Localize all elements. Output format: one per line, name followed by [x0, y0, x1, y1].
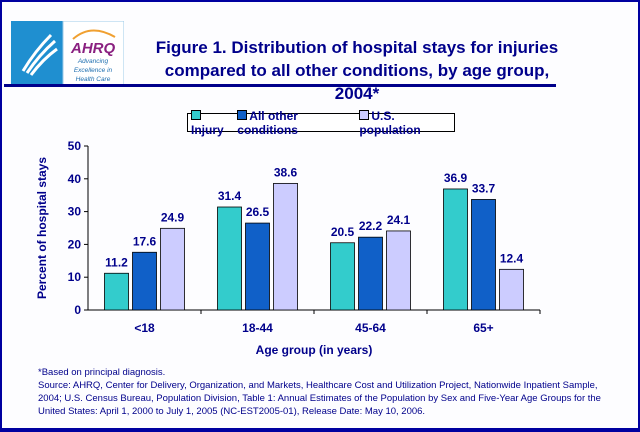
data-label: 12.4 — [500, 251, 524, 265]
data-label: 36.9 — [444, 171, 468, 185]
y-tick-label: 0 — [74, 303, 81, 317]
data-label: 22.2 — [359, 219, 383, 233]
bar-u-s-population — [273, 182, 298, 311]
source-note: Source: AHRQ, Center for Delivery, Organ… — [38, 380, 601, 417]
y-axis-label: Percent of hospital stays — [35, 157, 49, 299]
chart-title: Figure 1. Distribution of hospital stays… — [152, 36, 562, 105]
x-tick-label: <18 — [134, 321, 155, 335]
svg-text:Advancing: Advancing — [77, 58, 109, 65]
svg-text:Health Care: Health Care — [76, 76, 111, 83]
legend: Injury All other conditions U.S. populatio… — [187, 109, 455, 137]
data-label: 31.4 — [218, 189, 242, 203]
svg-text:AHRQ: AHRQ — [70, 40, 115, 57]
bar-all-other-conditions — [245, 222, 270, 311]
y-tick-label: 10 — [68, 270, 82, 284]
x-tick-label: 45-64 — [355, 321, 386, 335]
legend-label: Injury — [191, 122, 224, 137]
data-label: 11.2 — [105, 255, 128, 269]
legend-item: U.S. population — [359, 109, 454, 137]
legend-swatch — [359, 109, 370, 120]
bar-all-other-conditions — [358, 236, 383, 311]
data-label: 24.9 — [161, 210, 185, 224]
data-label: 24.1 — [387, 213, 411, 227]
data-label: 38.6 — [274, 165, 298, 179]
bar-u-s-population — [499, 268, 524, 311]
legend-item: All other conditions — [237, 109, 355, 137]
bar-all-other-conditions — [132, 251, 157, 311]
ahrq-logo: AHRQ Advancing Excellence in Health Care — [11, 21, 124, 86]
svg-text:Excellence in: Excellence in — [74, 67, 113, 74]
legend-item: Injury — [191, 109, 233, 137]
bar-all-other-conditions — [471, 199, 496, 311]
x-tick-label: 65+ — [473, 321, 493, 335]
y-tick-label: 40 — [68, 172, 82, 186]
bar-injury — [104, 272, 129, 311]
bar-injury — [443, 188, 468, 311]
data-label: 26.5 — [246, 205, 270, 219]
footnote: *Based on principal diagnosis. — [38, 367, 166, 378]
legend-label: U.S. population — [359, 108, 421, 137]
title-divider — [4, 84, 556, 87]
y-tick-label: 20 — [68, 237, 82, 251]
legend-label: All other conditions — [237, 108, 298, 137]
title-line-1: Figure 1. Distribution of hospital stays… — [155, 38, 559, 57]
bar-u-s-population — [386, 230, 411, 311]
data-label: 33.7 — [472, 181, 496, 195]
x-axis-label: Age group (in years) — [256, 343, 373, 357]
y-tick-label: 30 — [68, 205, 82, 219]
data-label: 17.6 — [133, 234, 157, 248]
bar-injury — [217, 206, 242, 311]
bar-injury — [330, 242, 355, 311]
legend-swatch — [237, 109, 248, 120]
legend-swatch — [191, 109, 201, 120]
x-tick-label: 18-44 — [242, 321, 273, 335]
y-tick-label: 50 — [68, 139, 82, 153]
title-line-2: compared to all other conditions, by age… — [164, 61, 550, 103]
bar-u-s-population — [160, 227, 185, 311]
data-label: 20.5 — [331, 225, 355, 239]
